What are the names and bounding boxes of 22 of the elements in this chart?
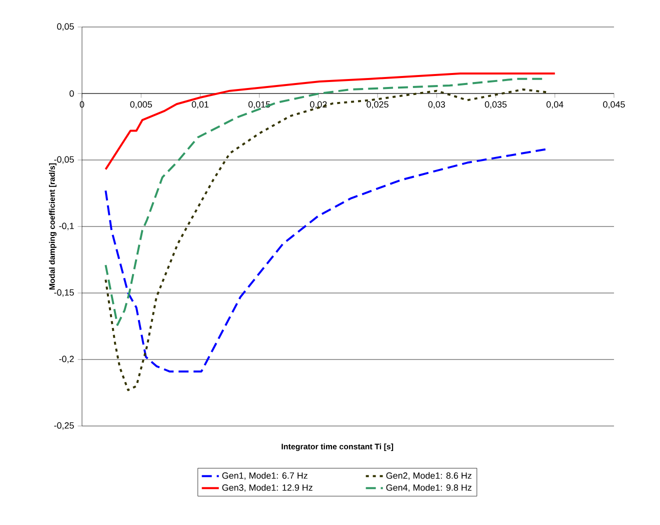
x-tick-label: 0,035: [484, 101, 507, 109]
legend-label: Gen3, Mode1: 12.9 Hz: [222, 484, 312, 492]
y-tick-label: -0,1: [59, 222, 74, 230]
x-tick-label: 0,045: [603, 101, 625, 109]
legend-label: Gen4, Mode1: 9.8 Hz: [386, 484, 472, 492]
x-tick-label: 0,01: [192, 101, 209, 109]
legend-label: Gen1, Mode1: 6.7 Hz: [222, 472, 308, 480]
y-tick-label: -0,15: [54, 289, 74, 297]
x-tick-label: 0: [80, 101, 84, 108]
x-tick-label: 0,025: [366, 101, 388, 109]
line-series: [104, 148, 546, 372]
x-tick-label: 0,04: [546, 101, 564, 109]
x-tick-label: 0,03: [428, 101, 445, 109]
x-tick-label: 0,005: [130, 101, 152, 109]
x-tick-label: 0,02: [310, 101, 327, 109]
y-tick-label: -0,25: [54, 422, 74, 430]
line-series: [104, 88, 548, 392]
y-tick-label: -0,2: [59, 356, 74, 364]
y-tick-label: -0,05: [54, 156, 74, 164]
y-tick-label: 0: [70, 90, 74, 97]
legend-label: Gen2, Mode1: 8.6 Hz: [386, 472, 472, 480]
y-tick-label: 0,05: [57, 23, 74, 31]
